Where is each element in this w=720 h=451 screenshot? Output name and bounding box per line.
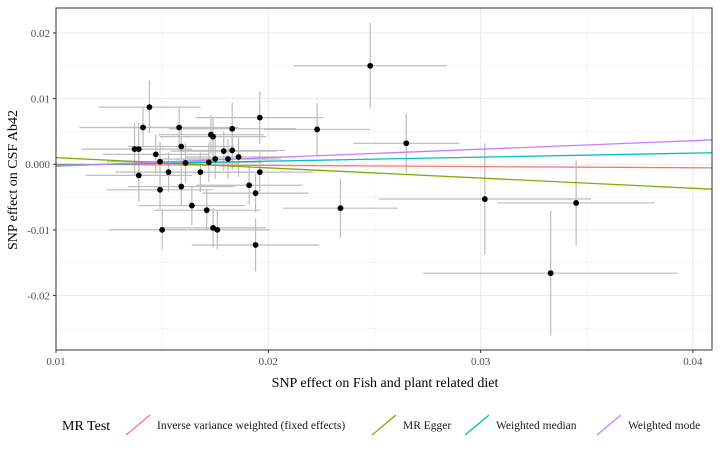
snp-point — [178, 143, 185, 150]
snp-point — [225, 156, 231, 162]
snp-point — [205, 159, 212, 166]
x-tick-label: 0.02 — [259, 356, 278, 368]
snp-point — [252, 242, 259, 248]
snp-point — [367, 62, 374, 69]
snp-point — [229, 125, 236, 132]
snp-point — [146, 104, 153, 111]
snp-point — [159, 226, 166, 233]
snp-point — [235, 154, 242, 160]
y-tick-label: 0.000 — [25, 159, 50, 171]
y-tick-label: 0.01 — [31, 94, 50, 106]
legend: MR Test Inverse variance weighted (fixed… — [62, 414, 700, 436]
mr-line — [55, 139, 713, 167]
snp-point — [210, 133, 217, 140]
snp-point — [547, 270, 554, 277]
snp-point — [220, 148, 227, 155]
snp-point — [157, 158, 163, 165]
snp-point — [481, 196, 488, 202]
snp-point — [135, 146, 142, 153]
legend-key — [371, 414, 397, 436]
snp-point — [337, 205, 344, 212]
snp-point — [256, 114, 263, 121]
mr-regression-lines — [55, 139, 713, 190]
legend-title: MR Test — [62, 419, 110, 434]
legend-label: Weighted mode — [628, 420, 700, 432]
snp-point — [157, 186, 163, 193]
snp-point — [252, 190, 259, 197]
x-axis-title: SNP effect on Fish and plant related die… — [272, 376, 499, 391]
snp-points — [131, 62, 580, 277]
axes: 0.01 0.02 0.03 0.04 -0.02 -0.01 0.000 0.01 0.02 — [25, 28, 703, 368]
snp-point — [140, 124, 146, 131]
snp-point — [176, 124, 183, 131]
snp-point — [152, 151, 159, 158]
snp-point — [214, 226, 221, 233]
x-tick-label: 0.01 — [46, 356, 65, 368]
snp-point — [403, 140, 410, 147]
snp-point — [212, 156, 219, 162]
snp-point — [131, 146, 138, 153]
legend-label: Inverse variance weighted (fixed effects… — [157, 420, 345, 432]
snp-point — [178, 183, 185, 190]
snp-point — [182, 160, 189, 166]
legend-label: MR Egger — [403, 420, 451, 432]
snp-point — [188, 202, 195, 209]
y-tick-label: 0.02 — [31, 28, 50, 40]
mr-line — [55, 152, 713, 166]
snp-point — [229, 147, 236, 154]
mr-line — [55, 163, 713, 169]
x-tick-label: 0.04 — [683, 356, 703, 368]
snp-point — [246, 182, 253, 189]
snp-point — [203, 207, 210, 214]
snp-point — [573, 200, 580, 206]
legend-key — [596, 414, 622, 436]
snp-point — [314, 126, 321, 133]
y-tick-label: -0.02 — [27, 291, 50, 303]
legend-key — [125, 414, 151, 436]
legend-label: Weighted median — [496, 420, 577, 432]
snp-point — [165, 169, 172, 176]
snp-point — [256, 169, 263, 176]
snp-point — [135, 172, 142, 179]
snp-point — [197, 169, 204, 176]
x-tick-label: 0.03 — [471, 356, 491, 368]
y-axis-title: SNP effect on CSF Ab42 — [6, 110, 21, 250]
y-tick-label: -0.01 — [27, 225, 50, 237]
panel-border — [55, 7, 713, 351]
legend-key — [464, 414, 490, 436]
